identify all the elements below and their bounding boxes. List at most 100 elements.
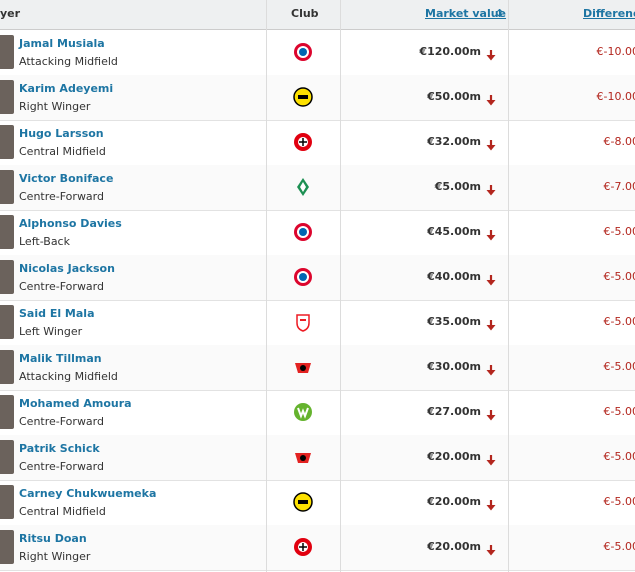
value-difference: €-5.00 bbox=[603, 405, 635, 418]
header-difference[interactable]: Differenc bbox=[583, 7, 635, 20]
market-value: €40.00m bbox=[427, 270, 481, 283]
header-player[interactable]: yer bbox=[0, 7, 21, 20]
club-logo[interactable] bbox=[293, 537, 313, 557]
table-row: Alphonso Davies Left-Back €45.00m €-5.00 bbox=[0, 210, 635, 256]
player-photo bbox=[0, 215, 14, 249]
player-name[interactable]: Karim Adeyemi bbox=[19, 82, 114, 95]
player-position: Central Midfield bbox=[19, 505, 106, 518]
table-row: Karim Adeyemi Right Winger €50.00m €-10.00 bbox=[0, 75, 635, 121]
club-logo[interactable] bbox=[293, 132, 313, 152]
player-position: Left-Back bbox=[19, 235, 70, 248]
player-position: Centre-Forward bbox=[19, 190, 104, 203]
player-position: Centre-Forward bbox=[19, 280, 104, 293]
player-name[interactable]: Victor Boniface bbox=[19, 172, 114, 185]
player-position: Centre-Forward bbox=[19, 415, 104, 428]
value-difference: €-5.00 bbox=[603, 225, 635, 238]
down-arrow bbox=[486, 46, 496, 65]
player-photo bbox=[0, 170, 14, 204]
column-border bbox=[340, 0, 341, 572]
player-photo bbox=[0, 350, 14, 384]
club-logo[interactable] bbox=[293, 87, 313, 107]
market-value: €45.00m bbox=[427, 225, 481, 238]
down-arrow bbox=[486, 496, 496, 515]
down-arrow bbox=[486, 541, 496, 560]
player-name[interactable]: Hugo Larsson bbox=[19, 127, 104, 140]
down-arrow bbox=[486, 406, 496, 425]
player-name[interactable]: Ritsu Doan bbox=[19, 532, 87, 545]
value-difference: €-5.00 bbox=[603, 540, 635, 553]
player-photo bbox=[0, 260, 14, 294]
market-value: €120.00m bbox=[419, 45, 481, 58]
player-name[interactable]: Said El Mala bbox=[19, 307, 95, 320]
value-difference: €-10.00 bbox=[596, 45, 635, 58]
table-row: Hugo Larsson Central Midfield €32.00m €-8.0… bbox=[0, 120, 635, 166]
down-arrow bbox=[486, 271, 496, 290]
player-position: Left Winger bbox=[19, 325, 83, 338]
club-logo[interactable] bbox=[293, 177, 313, 197]
down-arrow bbox=[486, 91, 496, 110]
club-logo[interactable] bbox=[293, 222, 313, 242]
down-arrow bbox=[486, 181, 496, 200]
player-photo bbox=[0, 80, 14, 114]
down-arrow bbox=[486, 451, 496, 470]
down-arrow bbox=[486, 316, 496, 335]
market-value: €20.00m bbox=[427, 495, 481, 508]
player-name[interactable]: Jamal Musiala bbox=[19, 37, 105, 50]
club-logo[interactable] bbox=[293, 42, 313, 62]
header-market-value[interactable]: Market value bbox=[425, 7, 507, 20]
player-name[interactable]: Nicolas Jackson bbox=[19, 262, 115, 275]
down-arrow bbox=[486, 136, 496, 155]
club-logo[interactable] bbox=[293, 402, 313, 422]
table-row: Nicolas Jackson Centre-Forward €40.00m €-5.… bbox=[0, 255, 635, 301]
sort-icon[interactable]: ↕ bbox=[495, 7, 505, 20]
table-header: yer Club Market value ↕ Differenc bbox=[0, 0, 635, 30]
player-position: Centre-Forward bbox=[19, 460, 104, 473]
value-difference: €-5.00 bbox=[603, 495, 635, 508]
market-value: €20.00m bbox=[427, 450, 481, 463]
player-photo bbox=[0, 530, 14, 564]
player-name[interactable]: Patrik Schick bbox=[19, 442, 100, 455]
value-difference: €-10.00 bbox=[596, 90, 635, 103]
player-name[interactable]: Malik Tillman bbox=[19, 352, 102, 365]
player-photo bbox=[0, 35, 14, 69]
player-position: Right Winger bbox=[19, 100, 91, 113]
column-border bbox=[508, 0, 509, 572]
table-row: Patrik Schick Centre-Forward €20.00m €-5.00 bbox=[0, 435, 635, 481]
value-difference: €-5.00 bbox=[603, 315, 635, 328]
market-value: €30.00m bbox=[427, 360, 481, 373]
club-logo[interactable] bbox=[293, 267, 313, 287]
club-logo[interactable] bbox=[293, 357, 313, 377]
value-difference: €-5.00 bbox=[603, 270, 635, 283]
player-position: Central Midfield bbox=[19, 145, 106, 158]
club-logo[interactable] bbox=[293, 447, 313, 467]
market-value: €27.00m bbox=[427, 405, 481, 418]
header-club: Club bbox=[291, 7, 319, 20]
column-border bbox=[266, 0, 267, 572]
market-value: €32.00m bbox=[427, 135, 481, 148]
value-difference: €-7.00 bbox=[603, 180, 635, 193]
market-value: €5.00m bbox=[434, 180, 481, 193]
value-difference: €-5.00 bbox=[603, 360, 635, 373]
market-value: €35.00m bbox=[427, 315, 481, 328]
table-row: Jamal Musiala Attacking Midfield €120.00m €… bbox=[0, 30, 635, 76]
table-row: Carney Chukwuemeka Central Midfield €20.00… bbox=[0, 480, 635, 526]
player-position: Right Winger bbox=[19, 550, 91, 563]
table-row: Mohamed Amoura Centre-Forward €27.00m €-5.0… bbox=[0, 390, 635, 436]
market-value: €20.00m bbox=[427, 540, 481, 553]
table-row: Said El Mala Left Winger €35.00m €-5.00 bbox=[0, 300, 635, 346]
player-name[interactable]: Mohamed Amoura bbox=[19, 397, 132, 410]
value-difference: €-5.00 bbox=[603, 450, 635, 463]
down-arrow bbox=[486, 226, 496, 245]
player-photo bbox=[0, 395, 14, 429]
player-name[interactable]: Carney Chukwuemeka bbox=[19, 487, 157, 500]
market-value: €50.00m bbox=[427, 90, 481, 103]
down-arrow bbox=[486, 361, 496, 380]
club-logo[interactable] bbox=[293, 312, 313, 332]
player-photo bbox=[0, 440, 14, 474]
player-position: Attacking Midfield bbox=[19, 370, 118, 383]
table-row: Malik Tillman Attacking Midfield €30.00m €-… bbox=[0, 345, 635, 391]
club-logo[interactable] bbox=[293, 492, 313, 512]
table-row: Ritsu Doan Right Winger €20.00m €-5.00 bbox=[0, 525, 635, 571]
player-name[interactable]: Alphonso Davies bbox=[19, 217, 122, 230]
